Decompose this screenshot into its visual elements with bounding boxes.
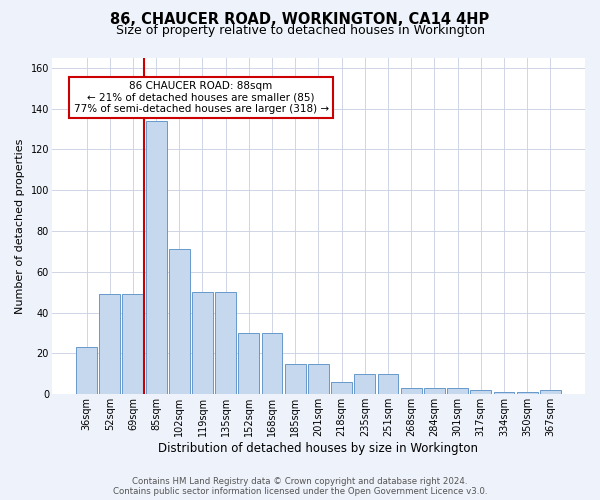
Bar	[377, 374, 398, 394]
Bar	[192, 292, 213, 394]
Bar	[99, 294, 120, 394]
Bar	[122, 294, 143, 394]
Bar	[76, 348, 97, 395]
X-axis label: Distribution of detached houses by size in Workington: Distribution of detached houses by size …	[158, 442, 478, 455]
Bar	[447, 388, 468, 394]
Bar	[285, 364, 305, 394]
Bar	[424, 388, 445, 394]
Bar	[331, 382, 352, 394]
Text: Contains HM Land Registry data © Crown copyright and database right 2024.
Contai: Contains HM Land Registry data © Crown c…	[113, 476, 487, 496]
Bar	[169, 250, 190, 394]
Bar	[308, 364, 329, 394]
Bar	[470, 390, 491, 394]
Text: 86 CHAUCER ROAD: 88sqm
← 21% of detached houses are smaller (85)
77% of semi-det: 86 CHAUCER ROAD: 88sqm ← 21% of detached…	[74, 81, 329, 114]
Bar	[517, 392, 538, 394]
Bar	[262, 333, 283, 394]
Bar	[355, 374, 375, 394]
Bar	[215, 292, 236, 394]
Bar	[146, 121, 167, 394]
Text: Size of property relative to detached houses in Workington: Size of property relative to detached ho…	[115, 24, 485, 37]
Bar	[494, 392, 514, 394]
Bar	[540, 390, 561, 394]
Bar	[238, 333, 259, 394]
Bar	[401, 388, 422, 394]
Y-axis label: Number of detached properties: Number of detached properties	[15, 138, 25, 314]
Text: 86, CHAUCER ROAD, WORKINGTON, CA14 4HP: 86, CHAUCER ROAD, WORKINGTON, CA14 4HP	[110, 12, 490, 26]
